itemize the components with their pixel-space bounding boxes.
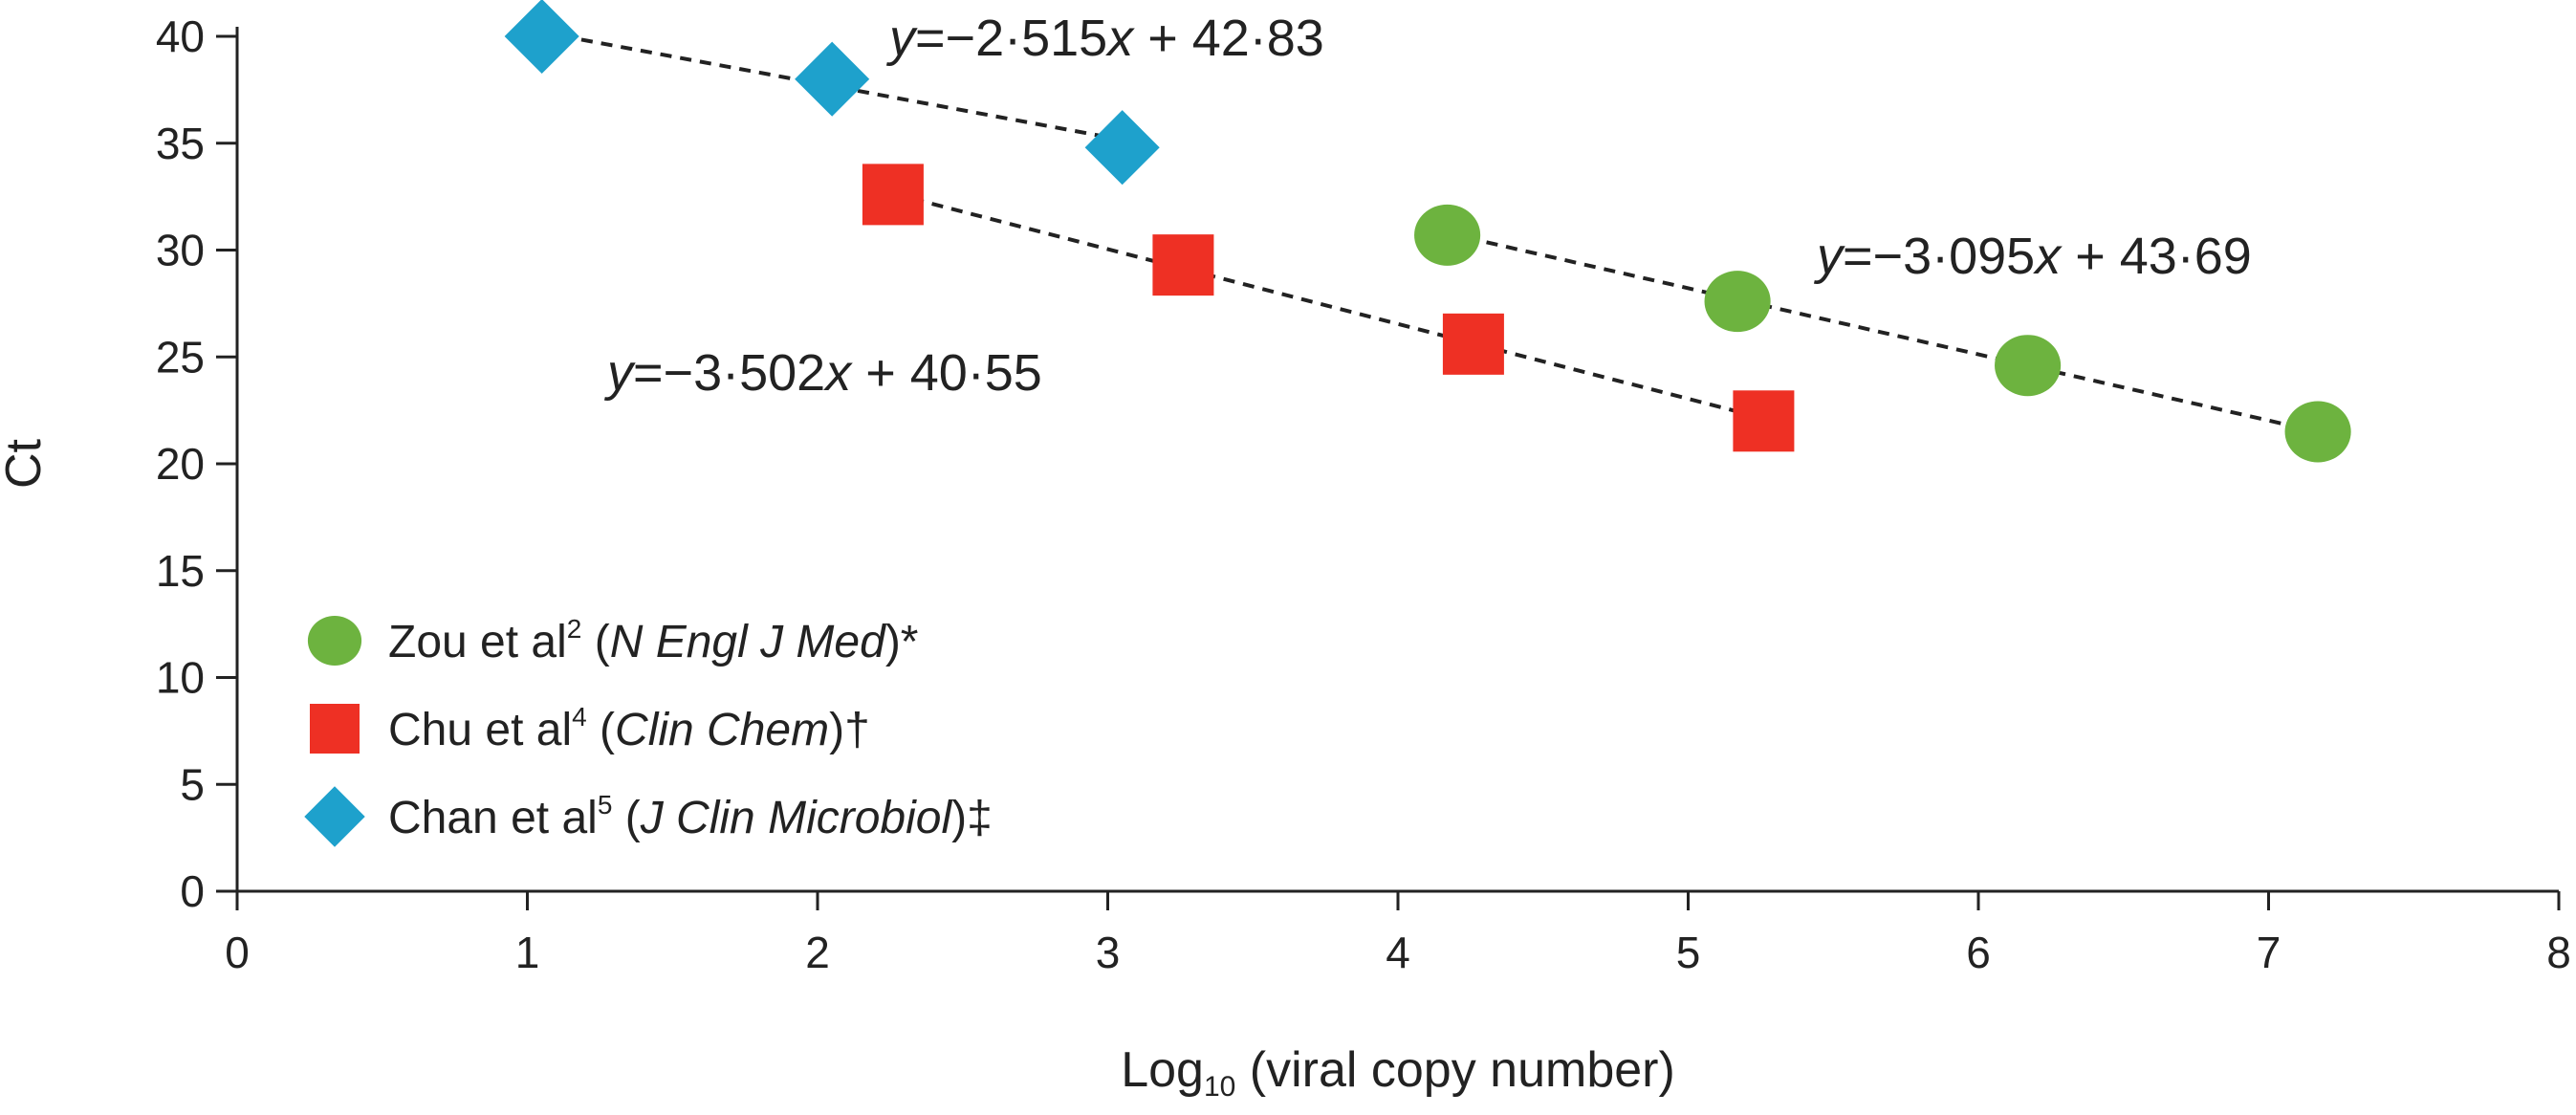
fit-equations: y=−3·095x + 43·69 y=−3·502x + 40·55 y=−2·5… — [603, 10, 2252, 402]
y-tick-label: 40 — [156, 11, 205, 61]
data-point-series-3-2 — [795, 41, 870, 117]
legend-marker-series-1 — [307, 616, 362, 666]
x-tick-label: 8 — [2546, 928, 2571, 977]
data-point-series-1-1 — [1414, 204, 1481, 266]
y-tick-label: 30 — [156, 226, 205, 275]
x-tick-label: 2 — [805, 928, 830, 977]
legend-label-series-2: Chu et al4 (Clin Chem)† — [388, 702, 870, 755]
x-tick-label: 4 — [1386, 928, 1410, 977]
y-tick-label: 0 — [180, 866, 205, 916]
legend-marker-series-3 — [304, 786, 365, 847]
fit-line-series-2 — [892, 191, 1764, 421]
legend-marker-series-2 — [310, 704, 360, 754]
fit-lines — [541, 30, 2319, 434]
data-points — [504, 0, 2351, 463]
fit-line-series-1 — [1447, 231, 2319, 434]
data-point-series-1-3 — [1995, 335, 2062, 397]
y-axis-title: Ct — [0, 438, 52, 489]
fit-equation-series-2: y=−3·502x + 40·55 — [603, 344, 1042, 402]
data-point-series-1-2 — [1704, 271, 1771, 333]
fit-equation-series-3: y=−2·515x + 42·83 — [885, 10, 1324, 67]
data-point-series-2-2 — [1152, 234, 1214, 296]
y-tick-label: 5 — [180, 759, 205, 809]
y-tick-label: 10 — [156, 653, 205, 703]
data-point-series-3-1 — [504, 0, 579, 75]
y-tick-label: 25 — [156, 332, 205, 382]
axes: 0 1 2 3 4 5 6 7 8 0 5 10 15 20 25 30 35 40 Ct Log10 (viral … — [0, 11, 2571, 1103]
data-point-series-2-4 — [1733, 390, 1795, 452]
y-tick-label: 15 — [156, 546, 205, 596]
fit-equation-series-1: y=−3·095x + 43·69 — [1813, 228, 2252, 285]
data-point-series-1-4 — [2284, 401, 2351, 463]
x-tick-label: 0 — [225, 928, 250, 977]
legend-label-series-3: Chan et al5 (J Clin Microbiol)‡ — [388, 790, 993, 843]
x-tick-label: 5 — [1676, 928, 1701, 977]
data-point-series-2-1 — [862, 164, 924, 226]
x-tick-label: 3 — [1096, 928, 1121, 977]
data-point-series-3-3 — [1084, 110, 1160, 186]
fit-line-series-3 — [541, 30, 1124, 142]
legend-label-series-1: Zou et al2 (N Engl J Med)* — [388, 614, 918, 667]
data-point-series-2-3 — [1442, 313, 1504, 375]
x-axis-title: Log10 (viral copy number) — [1121, 1042, 1675, 1103]
x-tick-label: 6 — [1966, 928, 1991, 977]
x-tick-label: 7 — [2257, 928, 2281, 977]
y-tick-label: 20 — [156, 439, 205, 489]
x-tick-label: 1 — [515, 928, 540, 977]
legend: Zou et al2 (N Engl J Med)* Chu et al4 (Cl… — [304, 614, 993, 847]
y-tick-label: 35 — [156, 119, 205, 168]
